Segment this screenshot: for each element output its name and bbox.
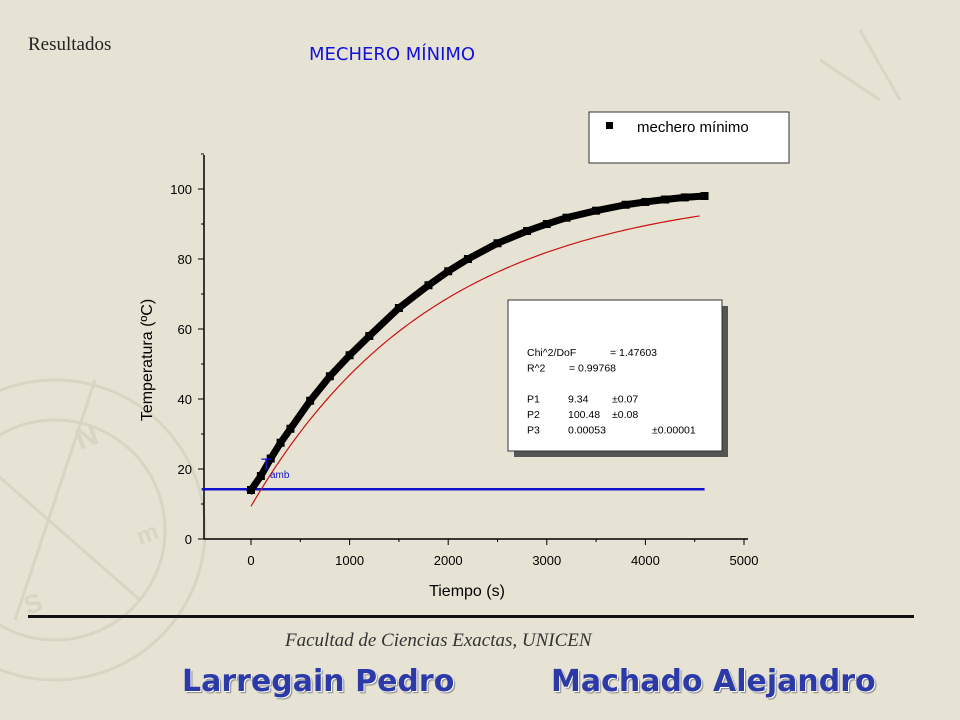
data-point [523,227,532,235]
data-point [680,193,689,202]
data-point [247,486,255,494]
fit-param-value: = 1.47603 [610,347,657,359]
data-point [562,213,571,222]
fit-param-value: 0.00053 [568,425,606,437]
author-name: Machado Alejandro [551,664,876,699]
data-point [700,192,709,200]
fit-param-error: ±0.08 [612,409,638,421]
y-tick-label: 0 [185,532,192,547]
x-tick-label: 5000 [730,553,759,568]
data-point [424,281,433,290]
fit-param-value: 9.34 [568,394,589,406]
fit-param-name: Chi^2/DoF [527,347,576,359]
data-point [365,332,374,340]
plot-area [201,192,709,507]
fit-param-value: = 0.99768 [569,363,616,375]
data-point [621,200,630,209]
data-point [306,396,315,405]
legend-label: mechero mínimo [637,119,749,136]
fit-results-box: Chi^2/DoF = 1.47603 R^2 = 0.99768 P1 9.34 ±0.0… [507,299,728,457]
tamb-annotation: T amb [261,455,290,481]
x-tick-label: 4000 [631,553,660,568]
footer-institution: Facultad de Ciencias Exactas, UNICEN [285,630,592,651]
tamb-subscript: amb [270,470,290,481]
fit-param-name: P3 [527,425,540,437]
y-tick-label: 40 [178,392,192,407]
data-point [444,267,453,276]
data-point [256,472,265,480]
data-point [345,351,354,360]
chart-axes [203,155,748,540]
data-point [592,206,601,215]
x-tick-label: 1000 [335,553,364,568]
fit-param-error: ±0.07 [612,394,638,406]
slide-title: MECHERO MÍNIMO [309,44,476,65]
data-point [661,195,670,204]
data-point [463,255,472,263]
section-label: Resultados [28,34,112,55]
fit-param-name: P1 [527,394,540,406]
tamb-symbol: T [261,455,271,474]
data-point [325,372,334,381]
data-point [286,424,295,433]
data-point [276,438,285,447]
footer-divider [28,615,914,618]
y-axis-label: Temperatura (ºC) [139,299,156,421]
chart-legend: mechero mínimo [588,111,790,164]
y-tick-label: 80 [178,252,192,267]
data-point [266,454,275,463]
fit-curve [250,215,700,507]
x-tick-label: 0 [247,553,254,568]
data-point [641,197,650,206]
data-point [542,220,551,228]
fit-param-error: ±0.00001 [652,425,696,437]
x-axis-ticks: 0 1000 2000 3000 4000 5000 [247,539,758,568]
x-axis-label: Tiempo (s) [429,583,505,600]
x-tick-label: 2000 [434,553,463,568]
legend-marker [606,122,613,129]
y-axis-ticks: 0 20 40 60 80 100 [170,153,204,547]
y-tick-label: 60 [178,322,192,337]
fit-param-name: P2 [527,409,540,421]
y-tick-label: 20 [178,462,192,477]
data-point [493,239,502,248]
author-name: Larregain Pedro [182,664,455,699]
y-tick-label: 100 [170,182,192,197]
fit-param-value: 100.48 [568,409,600,421]
fit-param-name: R^2 [527,363,546,375]
x-tick-label: 3000 [532,553,561,568]
data-point [394,304,403,312]
